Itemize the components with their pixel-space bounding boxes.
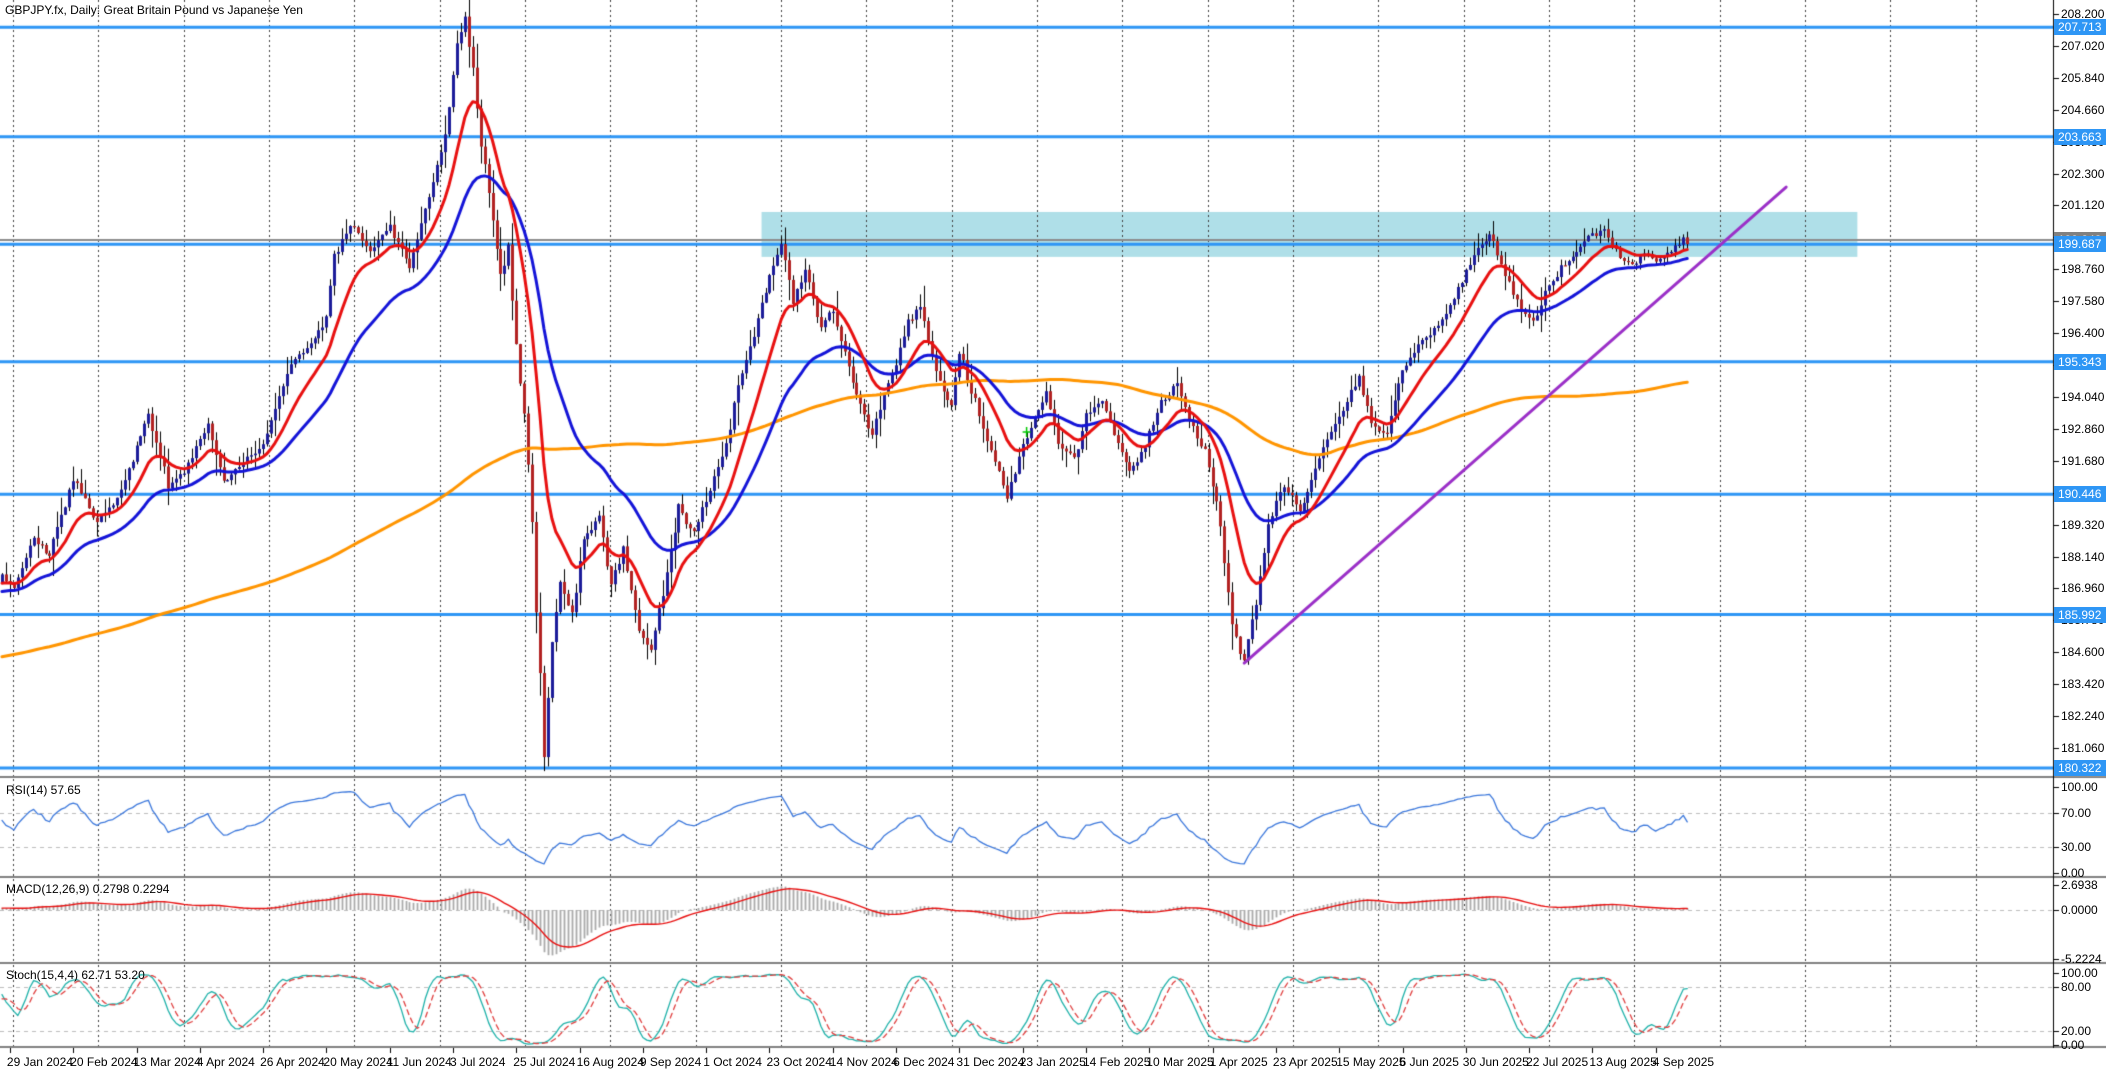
- date-label: 4 Apr 2024: [196, 1055, 255, 1069]
- price-tick-label: 207.020: [2061, 38, 2105, 53]
- date-label: 15 May 2025: [1336, 1055, 1406, 1069]
- stoch-indicator-label: Stoch(15,4,4) 62.71 53.20: [6, 968, 145, 982]
- rsi-tick-label: 70.00: [2061, 805, 2092, 820]
- price-tick-label: 184.600: [2061, 645, 2105, 660]
- price-tick-label: 182.240: [2061, 709, 2105, 724]
- macd-tick-label: 0.0000: [2061, 903, 2098, 917]
- date-label: 10 Mar 2025: [1146, 1055, 1214, 1069]
- rsi-tick-label: 30.00: [2061, 840, 2092, 855]
- date-label: 6 Jun 2025: [1399, 1055, 1459, 1069]
- date-label: 29 Jan 2024: [6, 1055, 73, 1069]
- date-label: 20 Feb 2024: [70, 1055, 138, 1069]
- date-label: 1 Oct 2024: [703, 1055, 762, 1069]
- price-line-label: 195.343: [2054, 353, 2106, 370]
- price-tick-label: 208.200: [2061, 7, 2105, 21]
- price-tick-label: 181.060: [2061, 741, 2105, 755]
- date-label: 3 Jul 2024: [450, 1055, 506, 1069]
- macd-tick-label: -5.2224: [2061, 951, 2102, 966]
- date-label: 23 Jan 2025: [1019, 1055, 1086, 1069]
- date-label: 31 Dec 2024: [956, 1055, 1025, 1069]
- chart-title: GBPJPY.fx, Daily: Great Britain Pound vs…: [5, 3, 303, 17]
- stoch-tick-label: 0.00: [2061, 1038, 2085, 1052]
- price-tick-label: 196.400: [2061, 326, 2105, 341]
- price-line-label: 180.322: [2054, 759, 2106, 776]
- date-label: 14 Nov 2024: [829, 1055, 898, 1069]
- date-label: 20 May 2024: [323, 1055, 393, 1069]
- price-tick-label: 186.960: [2061, 581, 2105, 596]
- rsi-indicator-label: RSI(14) 57.65: [6, 783, 81, 797]
- price-line-label: 203.663: [2054, 128, 2106, 145]
- rsi-tick-label: 100.00: [2061, 780, 2098, 794]
- price-line-label: 199.687: [2054, 236, 2106, 253]
- price-tick-label: 198.760: [2061, 262, 2105, 277]
- macd-tick-label: 2.6938: [2061, 877, 2098, 892]
- date-label: 13 Mar 2024: [133, 1055, 201, 1069]
- price-tick-label: 197.580: [2061, 294, 2105, 309]
- date-label: 16 Aug 2024: [576, 1055, 644, 1069]
- date-label: 14 Feb 2025: [1083, 1055, 1151, 1069]
- date-label: 11 Jun 2024: [386, 1055, 452, 1069]
- date-label: 9 Sep 2024: [639, 1055, 702, 1069]
- date-label: 22 Jul 2025: [1526, 1055, 1589, 1069]
- rsi-tick-label: 0.00: [2061, 866, 2085, 880]
- price-line-label: 207.713: [2054, 19, 2106, 36]
- price-tick-label: 189.320: [2061, 517, 2105, 532]
- price-tick-label: 201.120: [2061, 198, 2105, 213]
- price-tick-label: 183.420: [2061, 677, 2105, 692]
- price-tick-label: 188.140: [2061, 549, 2105, 564]
- date-label: 30 Jun 2025: [1462, 1055, 1529, 1069]
- date-label: 1 Apr 2025: [1209, 1055, 1268, 1069]
- price-tick-label: 202.300: [2061, 166, 2105, 181]
- stoch-tick-label: 80.00: [2061, 980, 2092, 995]
- price-tick-label: 192.860: [2061, 421, 2105, 436]
- date-label: 4 Sep 2025: [1652, 1055, 1715, 1069]
- price-line-label: 190.446: [2054, 486, 2106, 503]
- price-tick-label: 194.040: [2061, 389, 2105, 404]
- date-label: 23 Oct 2024: [766, 1055, 832, 1069]
- macd-indicator-label: MACD(12,26,9) 0.2798 0.2294: [6, 882, 170, 896]
- price-tick-label: 204.660: [2061, 102, 2105, 117]
- stoch-tick-label: 20.00: [2061, 1023, 2092, 1038]
- date-label: 25 Jul 2024: [513, 1055, 576, 1069]
- price-tick-label: 205.840: [2061, 70, 2105, 85]
- date-label: 13 Aug 2025: [1589, 1055, 1657, 1069]
- date-label: 23 Apr 2025: [1272, 1055, 1338, 1069]
- stoch-tick-label: 100.00: [2061, 966, 2098, 980]
- price-line-label: 185.992: [2054, 606, 2106, 623]
- date-label: 26 Apr 2024: [260, 1055, 325, 1069]
- date-label: 6 Dec 2024: [893, 1055, 955, 1069]
- price-tick-label: 191.680: [2061, 453, 2105, 468]
